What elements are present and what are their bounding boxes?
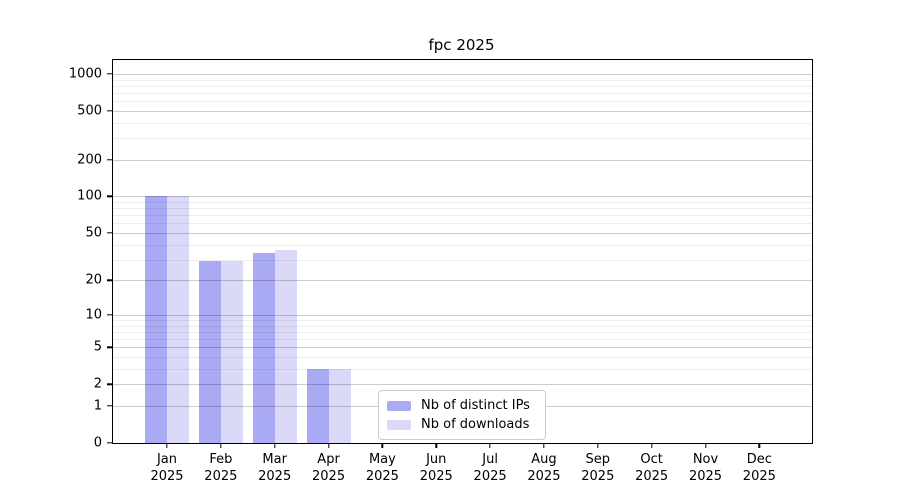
bar-distinct-ips-apr [306,368,329,443]
y-tick-label-20: 20 [85,272,102,288]
legend-label: Nb of distinct IPs [421,398,530,413]
gridline-700 [113,92,812,94]
x-tick-label-may: May 2025 [365,452,399,484]
y-tick-label-500: 500 [77,103,102,119]
y-tick-label-100: 100 [77,188,102,204]
bar-downloads-mar [274,250,297,443]
gridline-60 [113,223,812,225]
y-tick-mark-2 [106,383,112,386]
gridline-200 [113,159,812,161]
legend-swatch-icon [387,400,411,411]
x-tick-mark-aug [543,443,545,448]
bar-distinct-ips-mar [252,253,275,443]
legend-row: Nb of distinct IPs [387,396,537,415]
y-tick-label-50: 50 [85,225,102,241]
x-tick-mark-mar [273,443,276,448]
x-tick-mark-oct [650,443,653,448]
y-tick-label-10: 10 [85,307,102,323]
gridline-70 [113,215,812,217]
x-tick-mark-may [381,443,384,448]
x-tick-mark-feb [220,443,222,448]
x-tick-label-aug: Aug 2025 [527,452,561,484]
x-tick-mark-jun [435,443,437,448]
gridline-1000 [113,73,812,75]
gridline-80 [113,208,812,210]
y-tick-mark-1 [106,405,112,407]
x-tick-mark-nov [704,443,707,448]
x-tick-label-feb: Feb 2025 [204,452,238,484]
legend-row: Nb of downloads [387,415,537,434]
gridline-600 [113,101,812,103]
y-tick-label-1: 1 [93,398,102,414]
gridline-50 [113,232,812,234]
y-tick-label-0: 0 [93,435,102,451]
x-tick-label-dec: Dec 2025 [742,452,776,484]
y-tick-label-5: 5 [93,339,102,355]
x-tick-label-nov: Nov 2025 [688,452,723,484]
x-tick-mark-sep [597,443,599,448]
y-tick-label-1000: 1000 [68,66,102,82]
legend-label: Nb of downloads [421,417,530,432]
legend: Nb of distinct IPs Nb of downloads [378,390,546,440]
x-tick-mark-dec [758,443,761,448]
x-tick-label-jul: Jul 2025 [473,452,507,484]
x-tick-mark-apr [327,443,330,448]
gridline-300 [113,138,812,140]
x-tick-mark-jan [166,443,168,448]
bar-distinct-ips-jan [145,196,167,443]
plot-area: 0 1 2 5 10 20 50 100 200 500 1000 Jan 2025 Feb 2025 M… [69,59,813,484]
x-tick-mark-jul [489,443,491,448]
y-tick-mark-500 [106,110,112,112]
y-tick-mark-1000 [106,73,112,75]
y-tick-mark-50 [106,232,112,234]
gridline-100 [113,196,812,198]
y-tick-mark-20 [106,279,112,282]
x-tick-label-jun: Jun 2025 [419,452,453,484]
gridline-40 [113,244,812,246]
bar-distinct-ips-feb [198,261,221,443]
bar-downloads-apr [328,368,351,443]
gridline-900 [113,79,812,81]
y-tick-mark-10 [106,314,112,316]
x-tick-label-jan: Jan 2025 [150,452,184,484]
bar-downloads-feb [220,261,243,443]
gridline-400 [113,122,812,124]
chart-title: fpc 2025 [428,36,495,54]
gridline-90 [113,202,812,204]
y-tick-mark-0 [106,442,112,444]
legend-swatch-icon [387,419,411,430]
y-tick-label-200: 200 [77,152,102,168]
x-tick-label-oct: Oct 2025 [635,452,669,484]
x-tick-label-mar: Mar 2025 [258,452,292,484]
x-tick-label-sep: Sep 2025 [581,452,615,484]
y-tick-label-2: 2 [93,376,102,392]
y-tick-mark-5 [106,346,112,348]
y-tick-mark-100 [106,195,112,198]
gridline-500 [113,110,812,112]
bar-downloads-jan [167,196,189,443]
x-tick-label-apr: Apr 2025 [312,452,346,484]
y-tick-mark-200 [106,159,112,161]
gridline-800 [113,85,812,87]
